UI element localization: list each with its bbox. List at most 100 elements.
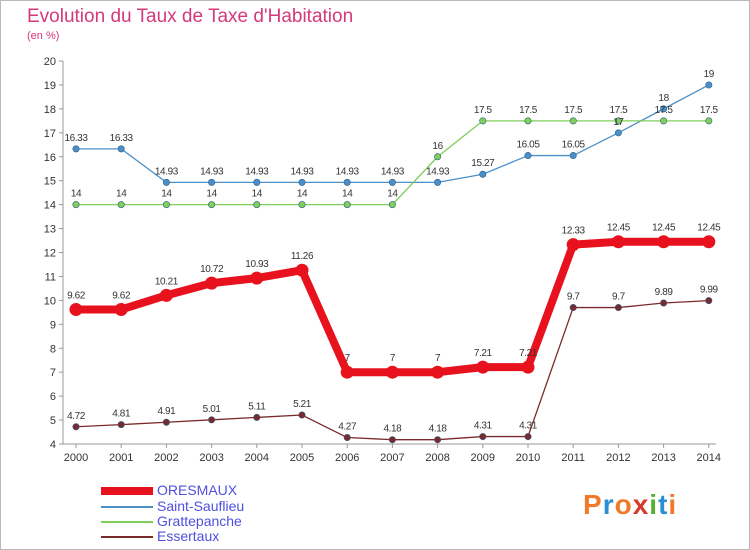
data-point-grattepanche — [208, 201, 216, 209]
data-label-oresmaux: 7 — [345, 353, 351, 364]
data-label-grattepanche: 17.5 — [519, 105, 538, 116]
data-point-grattepanche — [614, 117, 622, 125]
x-tick-label: 2002 — [154, 452, 178, 464]
x-tick-label: 2008 — [425, 452, 449, 464]
data-point-essertaux — [388, 436, 396, 444]
y-tick-label: 16 — [44, 152, 56, 164]
data-label-oresmaux: 9.62 — [67, 290, 86, 301]
data-label-oresmaux: 7 — [435, 353, 441, 364]
legend-label: Grattepanche — [157, 513, 242, 529]
y-tick-label: 4 — [50, 439, 56, 451]
data-point-saint-sauflieu — [117, 145, 125, 153]
data-point-grattepanche — [434, 153, 442, 161]
data-label-oresmaux: 7 — [390, 353, 396, 364]
data-point-grattepanche — [660, 117, 668, 125]
logo-letter: i — [668, 489, 678, 520]
data-label-oresmaux: 12.45 — [697, 223, 721, 234]
x-tick-label: 2012 — [606, 452, 630, 464]
data-point-essertaux — [479, 433, 487, 441]
data-label-saint-sauflieu: 14.93 — [155, 166, 179, 177]
data-point-oresmaux — [205, 276, 219, 290]
data-label-layer: 16.33 16.33 14.93 14.93 14.93 14.93 14.93 14.93… — [64, 69, 721, 435]
data-point-saint-sauflieu — [434, 178, 442, 186]
data-label-saint-sauflieu: 19 — [704, 69, 715, 80]
data-label-grattepanche: 17.5 — [474, 105, 493, 116]
proxiti-logo: Proxiti — [583, 489, 677, 521]
data-label-oresmaux: 10.21 — [155, 276, 179, 287]
legend-label: Essertaux — [157, 528, 220, 544]
data-label-oresmaux: 10.72 — [200, 264, 224, 275]
data-point-saint-sauflieu — [253, 178, 261, 186]
data-point-saint-sauflieu — [614, 129, 622, 137]
data-point-essertaux — [705, 297, 713, 305]
logo-letter: r — [602, 489, 615, 520]
data-point-oresmaux — [611, 235, 625, 249]
data-label-grattepanche: 14 — [342, 189, 353, 200]
chart-subtitle: (en %) — [27, 30, 60, 42]
data-point-oresmaux — [69, 302, 83, 316]
data-label-oresmaux: 10.93 — [245, 259, 269, 270]
data-label-saint-sauflieu: 16.05 — [516, 140, 540, 151]
data-label-oresmaux: 12.45 — [652, 223, 676, 234]
data-label-oresmaux: 12.45 — [607, 223, 631, 234]
data-point-saint-sauflieu — [479, 170, 487, 178]
legend-swatch — [101, 536, 153, 538]
data-point-oresmaux — [295, 263, 309, 277]
data-label-saint-sauflieu: 16.05 — [562, 140, 586, 151]
data-label-oresmaux: 9.62 — [112, 290, 131, 301]
y-tick-label: 5 — [50, 415, 56, 427]
data-point-grattepanche — [569, 117, 577, 125]
y-tick-label: 17 — [44, 128, 56, 140]
logo-letter: o — [614, 489, 633, 520]
data-label-saint-sauflieu: 14.93 — [290, 166, 314, 177]
x-tick-label: 2001 — [109, 452, 133, 464]
data-point-grattepanche — [298, 201, 306, 209]
data-label-saint-sauflieu: 14.93 — [245, 166, 269, 177]
x-tick-label: 2006 — [335, 452, 359, 464]
data-label-grattepanche: 17.5 — [700, 105, 719, 116]
data-point-essertaux — [343, 434, 351, 442]
x-tick-label: 2009 — [471, 452, 495, 464]
data-label-saint-sauflieu: 18 — [658, 93, 669, 104]
data-point-oresmaux — [114, 302, 128, 316]
data-point-essertaux — [117, 421, 125, 429]
data-point-essertaux — [253, 413, 261, 421]
y-tick-label: 12 — [44, 248, 56, 260]
y-tick-label: 7 — [50, 367, 56, 379]
data-point-oresmaux — [476, 360, 490, 374]
data-label-essertaux: 4.81 — [112, 409, 131, 420]
x-tick-label: 2011 — [561, 452, 585, 464]
data-label-saint-sauflieu: 17 — [613, 117, 624, 128]
data-point-grattepanche — [253, 201, 261, 209]
data-point-essertaux — [434, 436, 442, 444]
data-label-saint-sauflieu: 14.93 — [200, 166, 224, 177]
data-label-essertaux: 9.7 — [567, 292, 581, 303]
data-label-essertaux: 4.18 — [383, 424, 402, 435]
data-point-saint-sauflieu — [343, 178, 351, 186]
data-label-grattepanche: 16 — [432, 141, 443, 152]
data-point-saint-sauflieu — [162, 178, 170, 186]
data-point-saint-sauflieu — [72, 145, 80, 153]
data-point-essertaux — [660, 299, 668, 307]
data-label-saint-sauflieu: 14.93 — [336, 166, 360, 177]
logo-letter: i — [649, 489, 659, 520]
data-point-grattepanche — [705, 117, 713, 125]
data-label-grattepanche: 14 — [161, 189, 172, 200]
data-point-grattepanche — [162, 201, 170, 209]
data-label-essertaux: 9.7 — [612, 292, 626, 303]
y-tick-label: 8 — [50, 343, 56, 355]
data-point-saint-sauflieu — [660, 105, 668, 113]
data-label-essertaux: 4.31 — [474, 421, 493, 432]
axes: 4 5 6 7 8 9 10 11 12 13 14 15 16 17 18 19 20 2000 2001 2002… — [44, 56, 721, 464]
y-tick-label: 18 — [44, 104, 56, 116]
data-label-grattepanche: 17.5 — [564, 105, 583, 116]
data-point-oresmaux — [521, 360, 535, 374]
x-tick-label: 2010 — [516, 452, 540, 464]
x-tick-label: 2005 — [290, 452, 314, 464]
data-label-oresmaux: 7.21 — [474, 348, 493, 359]
chart-title: Evolution du Taux de Taxe d'Habitation — [27, 6, 354, 27]
data-label-saint-sauflieu: 14.93 — [381, 166, 405, 177]
data-label-grattepanche: 14 — [206, 189, 217, 200]
